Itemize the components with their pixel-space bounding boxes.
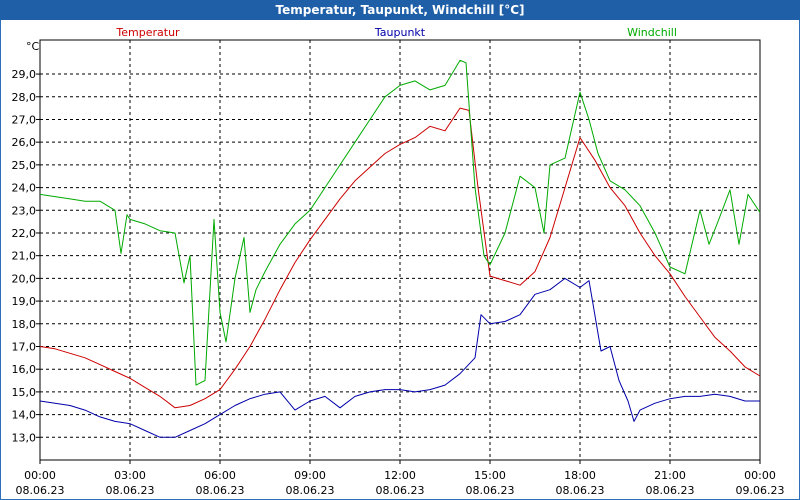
y-tick-label: 18,0 [12, 318, 37, 331]
y-tick-label: 19,0 [12, 295, 37, 308]
x-tick-date: 08.06.23 [556, 484, 605, 497]
x-tick-time: 18:00 [564, 469, 596, 482]
y-tick-label: 14,0 [12, 409, 37, 422]
x-tick-time: 12:00 [384, 469, 416, 482]
x-axis-ticks: 00:00 08.06.23 03:00 08.06.23 06:00 08.06.23 0… [16, 460, 785, 497]
series-lines [39, 59, 761, 438]
x-tick-time: 09:00 [294, 469, 326, 482]
y-axis-ticks: 13,0 14,0 15,0 16,0 17,0 18,0 19,0 20,0 21,0 22,0… [12, 68, 40, 444]
y-tick-label: 26,0 [12, 136, 37, 149]
y-tick-label: 29,0 [12, 68, 37, 81]
y-tick-label: 25,0 [12, 159, 37, 172]
legend-temperatur: Temperatur [115, 26, 180, 39]
y-tick-label: 16,0 [12, 363, 37, 376]
x-tick-date: 08.06.23 [646, 484, 695, 497]
x-tick-time: 15:00 [474, 469, 506, 482]
y-tick-label: 24,0 [12, 182, 37, 195]
legend: Temperatur Taupunkt Windchill [115, 26, 677, 39]
x-tick-date: 08.06.23 [196, 484, 245, 497]
x-tick-time: 21:00 [654, 469, 686, 482]
y-tick-label: 23,0 [12, 204, 37, 217]
legend-windchill: Windchill [627, 26, 677, 39]
y-tick-label: 21,0 [12, 250, 37, 263]
x-tick-date: 08.06.23 [466, 484, 515, 497]
y-tick-label: 27,0 [12, 113, 37, 126]
chart-title: Temperatur, Taupunkt, Windchill [°C] [0, 0, 800, 20]
x-tick-time: 00:00 [744, 469, 776, 482]
x-tick-time: 00:00 [24, 469, 56, 482]
series-line-temperatur [39, 107, 761, 409]
y-tick-label: 20,0 [12, 272, 37, 285]
series-line-windchill [39, 59, 761, 386]
y-axis-label: °C [26, 40, 40, 53]
x-tick-date: 08.06.23 [106, 484, 155, 497]
x-tick-date: 08.06.23 [376, 484, 425, 497]
gridlines [40, 40, 760, 460]
y-tick-label: 15,0 [12, 386, 37, 399]
y-tick-label: 17,0 [12, 340, 37, 353]
x-tick-date: 08.06.23 [16, 484, 65, 497]
series-line-taupunkt [39, 277, 760, 438]
x-tick-time: 06:00 [204, 469, 236, 482]
x-tick-date: 09.06.23 [736, 484, 785, 497]
y-tick-label: 28,0 [12, 91, 37, 104]
legend-taupunkt: Taupunkt [374, 26, 426, 39]
y-tick-label: 22,0 [12, 227, 37, 240]
x-tick-time: 03:00 [114, 469, 146, 482]
x-tick-date: 08.06.23 [286, 484, 335, 497]
y-tick-label: 13,0 [12, 431, 37, 444]
